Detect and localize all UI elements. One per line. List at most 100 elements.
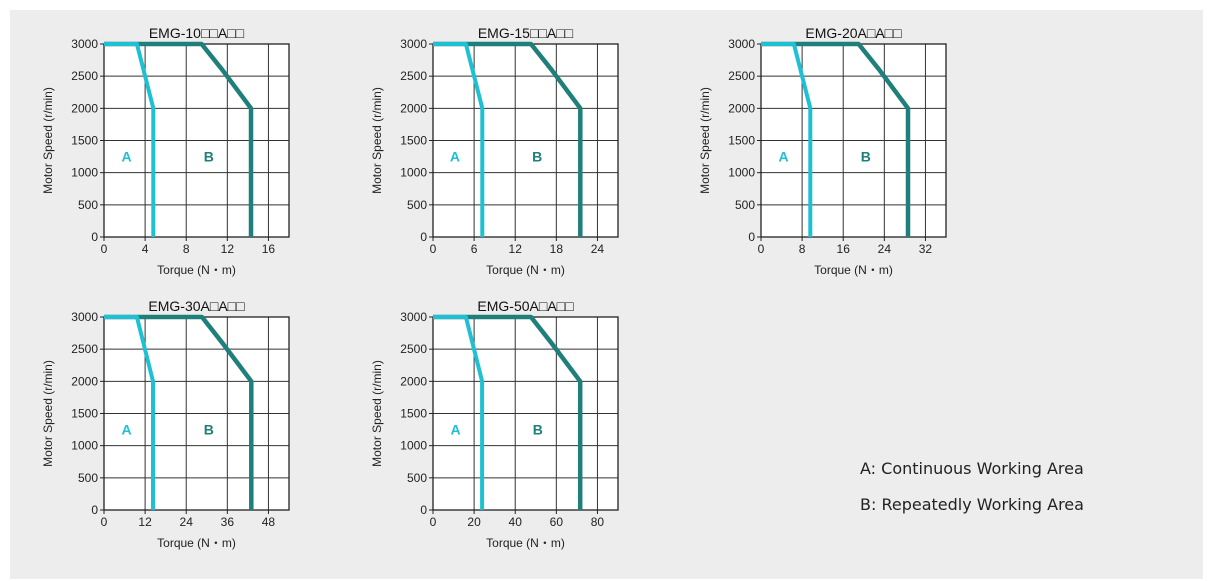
x-tick-label: 40 [509,515,523,529]
chart-2: 0 6 12 18 24 0 500 1000 1500 2000 2500 3000 EMG-15□□… [370,25,619,277]
area-label-a: A [779,149,789,165]
area-label-a: A [450,149,460,165]
x-tick-label: 32 [919,242,933,256]
y-tick-label: 0 [748,230,755,244]
x-tick-label: 48 [262,515,276,529]
area-label-b: B [204,149,214,165]
x-tick-label: 24 [878,242,892,256]
x-tick-label: 16 [837,242,851,256]
chart-title: EMG-15□□A□□ [478,25,574,41]
x-tick-label: 16 [262,242,276,256]
series-a-line [433,42,485,237]
y-tick-label: 0 [91,503,98,517]
x-tick-label: 0 [758,242,765,256]
series-a-line [433,315,485,510]
x-tick-label: 0 [430,515,437,529]
y-tick-label: 1500 [71,134,98,148]
y-axis-label: Motor Speed (r/min) [370,87,384,194]
y-tick-label: 500 [407,198,427,212]
x-tick-label: 36 [221,515,235,529]
y-tick-label: 2500 [71,342,98,356]
chart-title: EMG-30A□A□□ [148,298,245,314]
series-a-line [104,42,156,237]
x-tick-label: 20 [467,515,481,529]
y-axis-label: Motor Speed (r/min) [41,360,55,467]
y-tick-label: 3000 [71,37,98,51]
y-tick-label: 1500 [400,134,427,148]
x-tick-label: 8 [799,242,806,256]
y-tick-label: 0 [420,230,427,244]
y-tick-label: 1500 [71,407,98,421]
y-tick-label: 2500 [728,69,755,83]
y-axis-label: Motor Speed (r/min) [41,87,55,194]
area-label-b: B [204,422,214,438]
x-axis-label: Torque (N・m) [486,536,565,550]
chart-5: 0 20 40 60 80 0 500 1000 1500 2000 2500 3000 EMG-50A… [370,298,619,550]
area-label-a: A [122,422,132,438]
series-b-line [433,314,583,510]
x-tick-label: 80 [591,515,605,529]
x-tick-label: 12 [509,242,523,256]
x-tick-label: 0 [430,242,437,256]
y-tick-label: 2000 [71,101,98,115]
x-tick-label: 4 [142,242,149,256]
y-tick-label: 500 [735,198,755,212]
chart-title: EMG-20A□A□□ [805,25,902,41]
y-tick-label: 0 [420,503,427,517]
series-b-line [104,314,254,510]
chart-title: EMG-10□□A□□ [149,25,245,41]
x-tick-label: 8 [183,242,190,256]
y-tick-label: 1500 [400,407,427,421]
y-axis-label: Motor Speed (r/min) [370,360,384,467]
x-tick-label: 12 [221,242,235,256]
area-label-b: B [533,422,543,438]
y-tick-label: 3000 [400,310,427,324]
x-tick-label: 24 [180,515,194,529]
y-tick-label: 0 [91,230,98,244]
y-tick-label: 500 [407,471,427,485]
y-axis-label: Motor Speed (r/min) [698,87,712,194]
y-tick-label: 3000 [728,37,755,51]
y-tick-label: 1000 [71,166,98,180]
chart-3: 0 8 16 24 32 0 500 1000 1500 2000 2500 3000 EMG-20A□… [698,25,947,277]
legend-continuous: A: Continuous Working Area [860,459,1084,478]
y-tick-label: 1000 [400,166,427,180]
x-tick-label: 24 [591,242,605,256]
y-tick-label: 2500 [71,69,98,83]
y-tick-label: 2500 [400,342,427,356]
x-axis-label: Torque (N・m) [486,263,565,277]
chart-4: 0 12 24 36 48 0 500 1000 1500 2000 2500 3000 EMG-30A… [41,298,290,550]
y-tick-label: 500 [78,198,98,212]
chart-1: 0 4 8 12 16 0 500 1000 1500 2000 2500 3000 EMG-10□□A… [41,25,290,277]
area-label-a: A [122,149,132,165]
x-tick-label: 0 [101,242,108,256]
y-tick-label: 1500 [728,134,755,148]
x-axis-label: Torque (N・m) [157,536,236,550]
y-tick-label: 2000 [728,101,755,115]
x-tick-label: 12 [138,515,152,529]
x-tick-label: 60 [550,515,564,529]
legend-repeated: B: Repeatedly Working Area [860,495,1084,514]
y-tick-label: 2000 [400,101,427,115]
series-b-line [761,41,911,237]
chart-title: EMG-50A□A□□ [477,298,574,314]
series-a-line [104,315,155,510]
y-tick-label: 1000 [71,439,98,453]
y-tick-label: 500 [78,471,98,485]
y-tick-label: 3000 [400,37,427,51]
x-axis-label: Torque (N・m) [814,263,893,277]
y-tick-label: 2500 [400,69,427,83]
y-tick-label: 3000 [71,310,98,324]
y-tick-label: 1000 [400,439,427,453]
series-b-line [104,41,254,237]
x-tick-label: 18 [550,242,564,256]
x-tick-label: 6 [471,242,478,256]
x-axis-label: Torque (N・m) [157,263,236,277]
series-a-line [761,42,813,237]
area-label-b: B [861,149,871,165]
y-tick-label: 2000 [400,374,427,388]
series-b-line [433,41,583,237]
x-tick-label: 0 [101,515,108,529]
area-label-a: A [451,422,461,438]
